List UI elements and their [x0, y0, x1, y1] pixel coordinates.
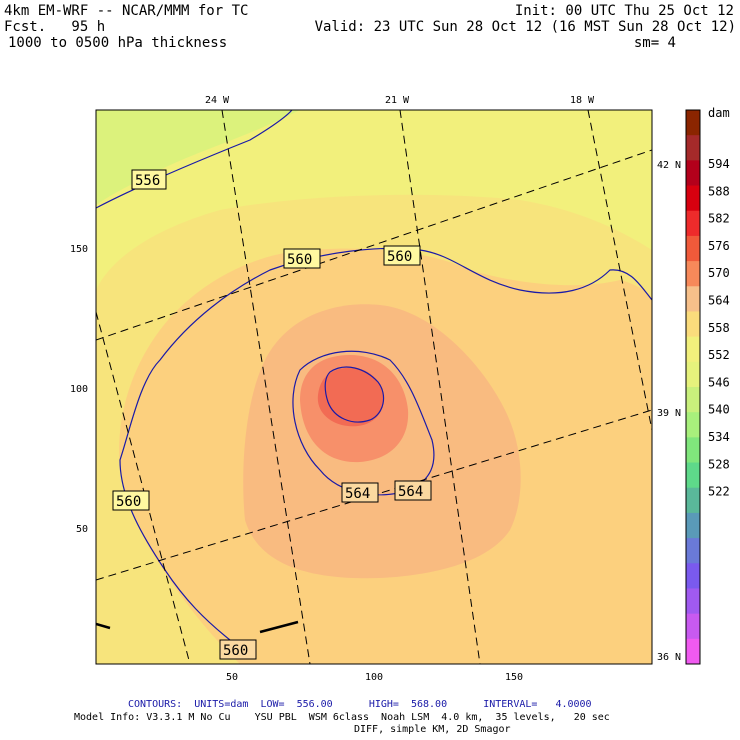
colorbar-swatch [686, 210, 700, 237]
contour-label: 564 [398, 484, 423, 500]
lon-label: 18 W [570, 95, 595, 106]
contour-label: 560 [287, 252, 312, 268]
init-time: Init: 00 UTC Thu 25 Oct 12 [514, 3, 734, 19]
contour-label: 560 [116, 494, 141, 510]
colorbar-level: 582 [708, 212, 730, 226]
contour-556 [96, 110, 293, 209]
lat-label: 39 N [657, 408, 681, 419]
colorbar-swatch [686, 563, 700, 589]
colorbar-unit: dam [708, 106, 730, 120]
fill-548-corner [96, 110, 300, 205]
contour-560 [119, 247, 652, 641]
colorbar-level: 576 [708, 239, 730, 253]
y-tick: 50 [76, 524, 88, 535]
colorbar-swatch [686, 437, 700, 464]
contour-568 [324, 366, 385, 423]
lon-label: 24 W [205, 95, 230, 106]
colorbar-level: 546 [708, 375, 730, 389]
colorbar-swatch [686, 487, 700, 514]
colorbar-swatch [686, 311, 700, 338]
colorbar-swatch [686, 110, 700, 136]
colorbar-swatch [686, 160, 700, 187]
colorbar-level: 534 [708, 430, 730, 444]
contours-info: CONTOURS: UNITS=dam LOW= 556.00 HIGH= 56… [128, 699, 592, 710]
colorbar-level: 552 [708, 348, 730, 362]
colorbar-swatch [686, 638, 700, 665]
colorbar-level: 540 [708, 403, 730, 417]
colorbar-level: 588 [708, 184, 730, 198]
valid-time: Valid: 23 UTC Sun 28 Oct 12 (16 MST Sun … [314, 19, 736, 35]
colorbar-level: 528 [708, 457, 730, 471]
colorbar-level: 558 [708, 321, 730, 335]
x-tick: 150 [505, 672, 523, 683]
colorbar-swatch [686, 538, 700, 564]
x-tick: 50 [226, 672, 238, 683]
colorbar-swatch [686, 336, 700, 363]
contour-label: 560 [223, 643, 248, 659]
contour-label: 560 [387, 249, 412, 265]
field-name: 1000 to 0500 hPa thickness [8, 35, 228, 51]
colorbar-swatch [686, 235, 700, 262]
lat-label: 36 N [657, 652, 681, 663]
colorbar-swatch [686, 613, 700, 640]
contour-label: 564 [345, 486, 370, 502]
coastline [259, 620, 299, 634]
colorbar-swatch [686, 412, 700, 438]
colorbar-swatch [686, 588, 700, 615]
model-info: Model Info: V3.3.1 M No Cu YSU PBL WSM 6… [74, 712, 610, 723]
coastline [96, 622, 111, 630]
colorbar-swatch [686, 185, 700, 212]
colorbar-swatch [686, 261, 700, 287]
colorbar-swatch [686, 512, 700, 539]
lon-label: 21 W [385, 95, 410, 106]
y-tick: 100 [70, 384, 88, 395]
contour-564 [292, 350, 435, 496]
colorbar-level: 570 [708, 266, 730, 280]
model-title: 4km EM-WRF -- NCAR/MMM for TC [4, 3, 249, 19]
diff-info: DIFF, simple KM, 2D Smagor [354, 724, 511, 735]
colorbar-level: 594 [708, 157, 730, 171]
x-tick: 100 [365, 672, 383, 683]
lat-label: 42 N [657, 160, 681, 171]
colorbar-swatch [686, 135, 700, 161]
colorbar-swatch [686, 462, 700, 489]
y-tick: 150 [70, 244, 88, 255]
colorbar-swatch [686, 286, 700, 312]
colorbar [685, 109, 701, 665]
forecast-hour: Fcst. 95 h [4, 19, 106, 35]
contour-label-group: 556 560 560 560 564 564 560 [112, 169, 432, 660]
map-frame [95, 109, 653, 665]
smoothing-label: sm= 4 [633, 35, 676, 51]
contour-label: 556 [135, 173, 160, 189]
colorbar-swatch [686, 361, 700, 388]
colorbar-swatch [686, 387, 700, 413]
colorbar-level: 564 [708, 294, 730, 308]
colorbar-level: 522 [708, 485, 730, 499]
